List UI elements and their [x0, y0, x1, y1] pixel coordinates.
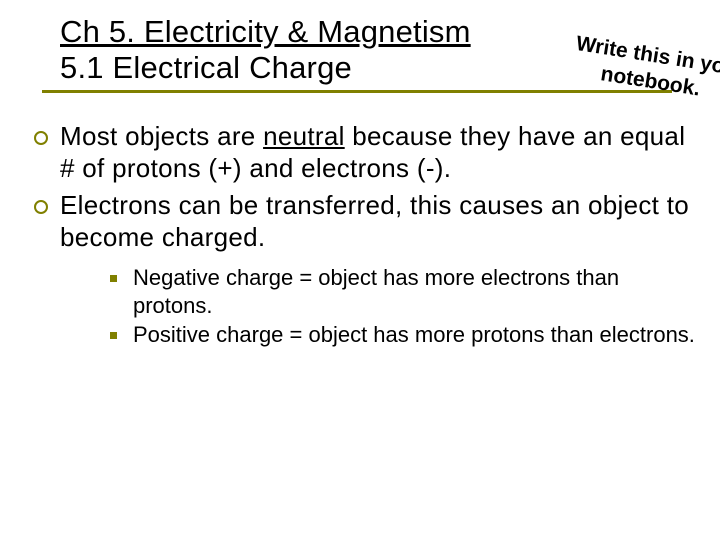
- square-bullet-icon: [110, 275, 117, 282]
- sub-bullet-item: Positive charge = object has more proton…: [110, 321, 698, 349]
- bullet-item: Electrons can be transferred, this cause…: [60, 190, 698, 253]
- sub-bullet-text: Positive charge = object has more proton…: [133, 321, 695, 349]
- bullet-text: Most objects are neutral because they ha…: [60, 121, 698, 184]
- bullet-pre: Most objects are: [60, 121, 263, 151]
- slide: Ch 5. Electricity & Magnetism 5.1 Electr…: [0, 0, 720, 540]
- bullet-underlined: neutral: [263, 121, 345, 151]
- sub-list: Negative charge = object has more electr…: [110, 264, 698, 349]
- ring-bullet-icon: [34, 131, 48, 145]
- square-bullet-icon: [110, 332, 117, 339]
- sub-bullet-item: Negative charge = object has more electr…: [110, 264, 698, 320]
- sub-bullet-text: Negative charge = object has more electr…: [133, 264, 698, 320]
- ring-bullet-icon: [34, 200, 48, 214]
- bullet-pre: Electrons can be transferred, this cause…: [60, 190, 689, 252]
- bullet-item: Most objects are neutral because they ha…: [60, 121, 698, 184]
- bullet-text: Electrons can be transferred, this cause…: [60, 190, 698, 253]
- body: Most objects are neutral because they ha…: [60, 121, 698, 349]
- title-underline: [42, 90, 672, 93]
